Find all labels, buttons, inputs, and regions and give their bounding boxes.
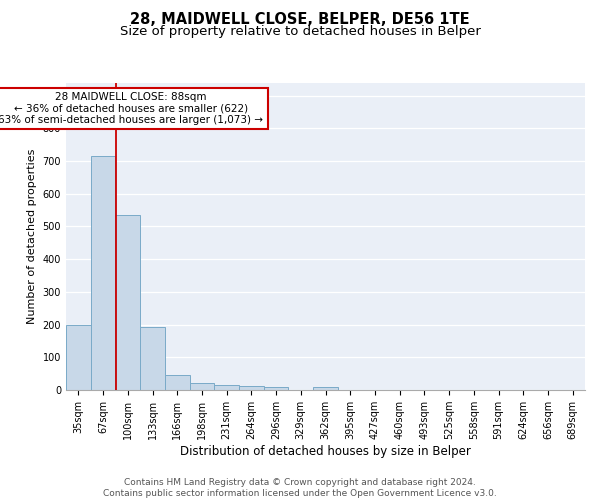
Bar [91, 156, 115, 390]
Bar [313, 387, 338, 390]
Bar [239, 386, 264, 390]
Y-axis label: Number of detached properties: Number of detached properties [27, 148, 37, 324]
Text: 28, MAIDWELL CLOSE, BELPER, DE56 1TE: 28, MAIDWELL CLOSE, BELPER, DE56 1TE [130, 12, 470, 28]
Bar [66, 324, 91, 390]
Bar [190, 384, 214, 390]
Text: 28 MAIDWELL CLOSE: 88sqm
← 36% of detached houses are smaller (622)
63% of semi-: 28 MAIDWELL CLOSE: 88sqm ← 36% of detach… [0, 92, 263, 126]
Bar [264, 387, 289, 390]
Text: Size of property relative to detached houses in Belper: Size of property relative to detached ho… [119, 25, 481, 38]
X-axis label: Distribution of detached houses by size in Belper: Distribution of detached houses by size … [180, 445, 471, 458]
Bar [140, 327, 165, 390]
Bar [115, 215, 140, 390]
Bar [165, 375, 190, 390]
Bar [214, 385, 239, 390]
Text: Contains HM Land Registry data © Crown copyright and database right 2024.
Contai: Contains HM Land Registry data © Crown c… [103, 478, 497, 498]
